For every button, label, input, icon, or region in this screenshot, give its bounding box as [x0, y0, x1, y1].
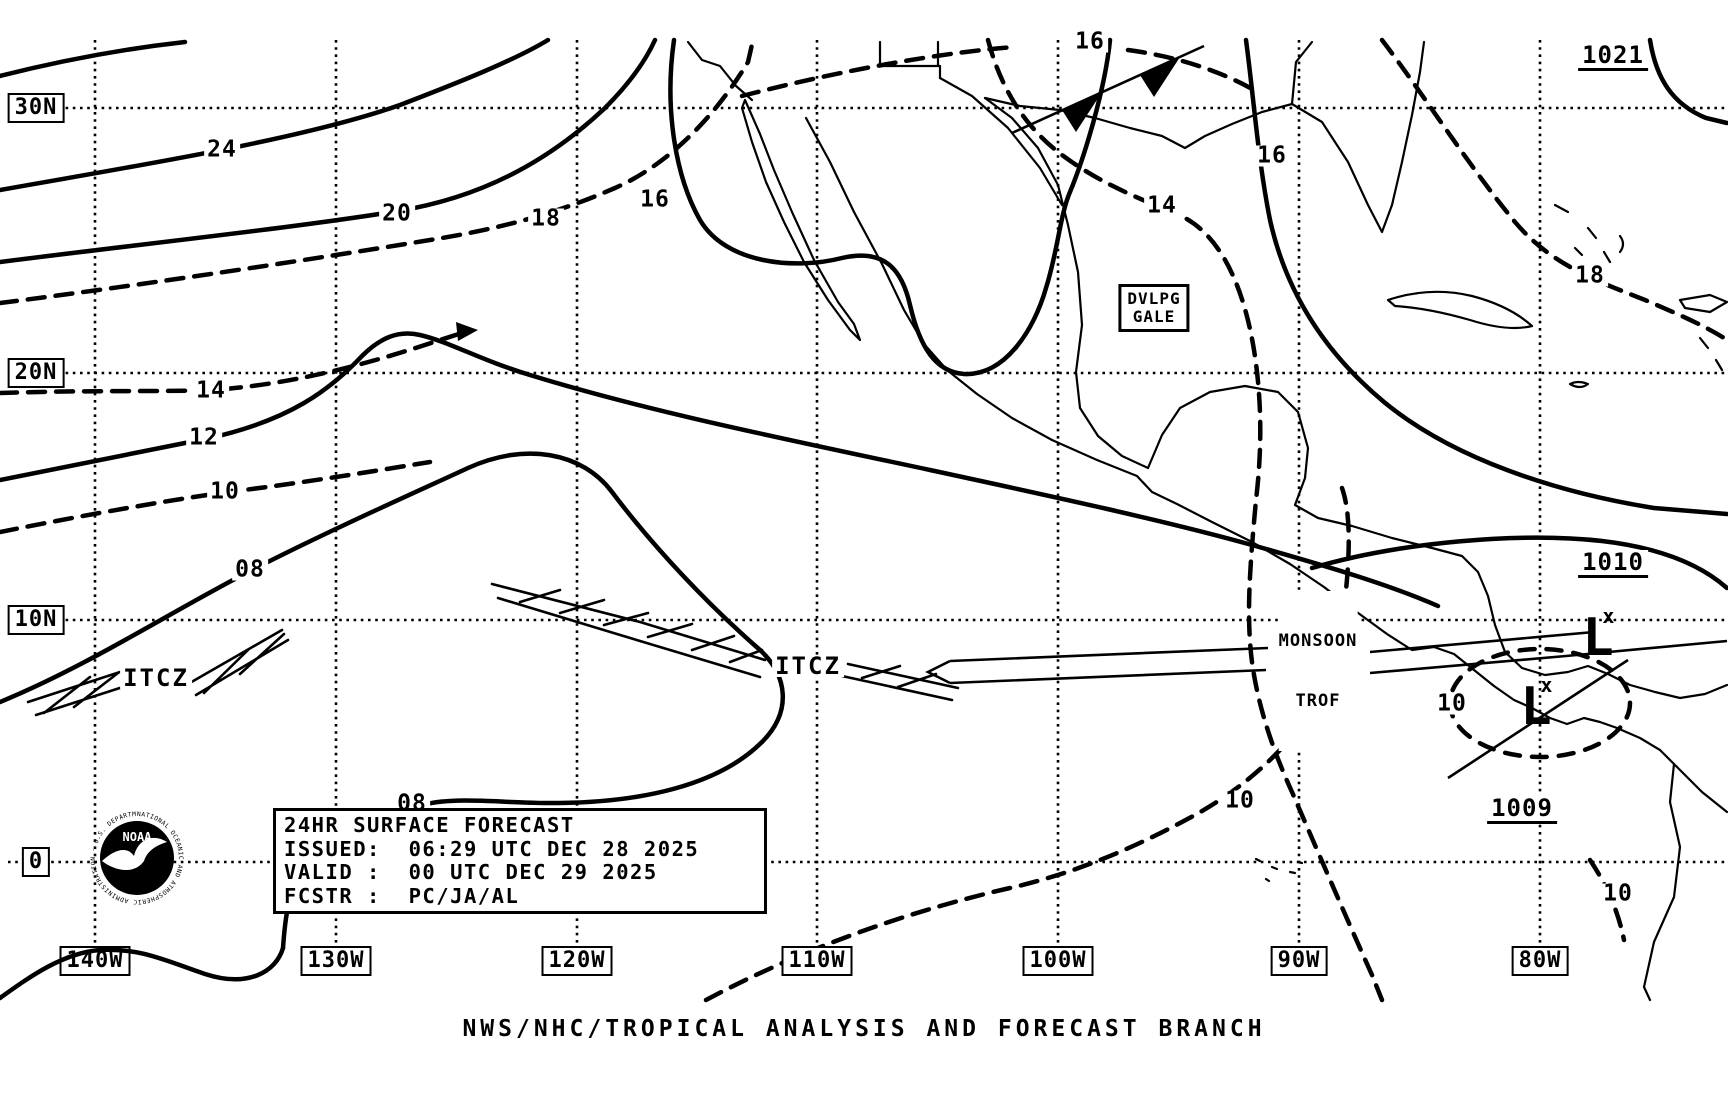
pressure-center-value: 1021	[1578, 43, 1648, 71]
isobar-value-label: 12	[186, 426, 222, 449]
isobar-12	[0, 331, 1441, 609]
isobar-value-label: 10	[1222, 789, 1258, 812]
isobar-value-label: 10	[1600, 882, 1636, 905]
info-fcstr: FCSTR : PC/JA/AL	[284, 883, 520, 908]
latitude-label: 0	[21, 847, 51, 877]
itcz-label: ITCZ	[772, 654, 844, 678]
itcz-bands	[26, 582, 960, 717]
isobar-24	[0, 37, 551, 193]
isobar-value-label: 14	[193, 379, 229, 402]
isobar-top-left	[0, 39, 188, 79]
longitude-label: 120W	[541, 946, 613, 976]
isobar-value-label: 10	[207, 480, 243, 503]
isobar-value-label: 16	[637, 188, 673, 211]
isobar-value-label: 14	[1144, 194, 1180, 217]
longitude-label: 80W	[1511, 946, 1569, 976]
noaa-wordmark: NOAA	[123, 830, 153, 844]
low-L-glyph: L	[1582, 608, 1614, 668]
cold-front	[1011, 44, 1205, 135]
longitude-label: 100W	[1022, 946, 1094, 976]
isobar-18-left	[0, 37, 756, 306]
info-title: 24HR SURFACE FORECAST	[284, 813, 575, 837]
forecast-info-box: 24HR SURFACE FORECAST ISSUED: 06:29 UTC …	[273, 808, 767, 914]
isobars-solid	[0, 37, 1728, 951]
isobar-value-label: 10	[1434, 692, 1470, 715]
monsoon-trough-lines	[925, 630, 1728, 780]
longitude-label: 140W	[59, 946, 131, 976]
isobar-1010-arc	[1309, 535, 1728, 591]
isobar-value-label: 08	[232, 558, 268, 581]
isobar-top-dashed	[739, 44, 1257, 99]
footer-caption: NWS/NHC/TROPICAL ANALYSIS AND FORECAST B…	[462, 1016, 1266, 1042]
longitude-label: 90W	[1270, 946, 1328, 976]
low-L-glyph: L	[1520, 677, 1552, 737]
low-position-x-mark: x	[1602, 604, 1615, 628]
isobar-20	[0, 37, 658, 265]
isobar-14-left	[0, 330, 465, 396]
coastlines	[686, 40, 1728, 1002]
dvlpg-gale-box: DVLPG GALE	[1118, 284, 1190, 332]
isobar-16-gulf	[1243, 37, 1728, 517]
grid-lines	[8, 40, 1728, 946]
itcz-label: ITCZ	[120, 666, 192, 690]
noaa-logo: NATIONAL OCEANIC AND ATMOSPHERIC ADMINIS…	[87, 808, 183, 905]
latitude-label: 10N	[7, 605, 65, 635]
pressure-center-value: 1009	[1487, 796, 1557, 824]
isobar-value-label: 18	[528, 207, 564, 230]
latitude-label: 20N	[7, 358, 65, 388]
longitude-label: 110W	[781, 946, 853, 976]
monsoon-trof-label: MONSOON TROF	[1278, 591, 1358, 751]
isobar-value-label: 18	[1572, 264, 1608, 287]
isobar-10-pacific	[703, 485, 1351, 1003]
isobar-value-label: 20	[379, 202, 415, 225]
info-valid: VALID : 00 UTC DEC 29 2025	[284, 860, 658, 884]
isobar-value-label: 16	[1072, 30, 1108, 53]
isobar-14-gulf	[985, 37, 1385, 1003]
pressure-center-value: 1010	[1578, 550, 1648, 578]
isobar-value-label: 16	[1254, 144, 1290, 167]
front-triangle	[1140, 57, 1180, 97]
isobar-16-west	[668, 37, 1113, 377]
isobar-1021-arc	[1647, 37, 1728, 126]
isobar-18-right	[1379, 37, 1728, 343]
arrowhead	[456, 322, 478, 341]
low-position-x-mark: x	[1540, 673, 1553, 697]
latitude-label: 30N	[7, 93, 65, 123]
isobar-value-label: 24	[204, 138, 240, 161]
isobars-dashed	[0, 37, 1728, 1003]
longitude-label: 130W	[300, 946, 372, 976]
noaa-gull-icon	[102, 837, 167, 871]
front-triangle	[1062, 92, 1102, 132]
info-issued: ISSUED: 06:29 UTC DEC 28 2025	[284, 836, 700, 861]
